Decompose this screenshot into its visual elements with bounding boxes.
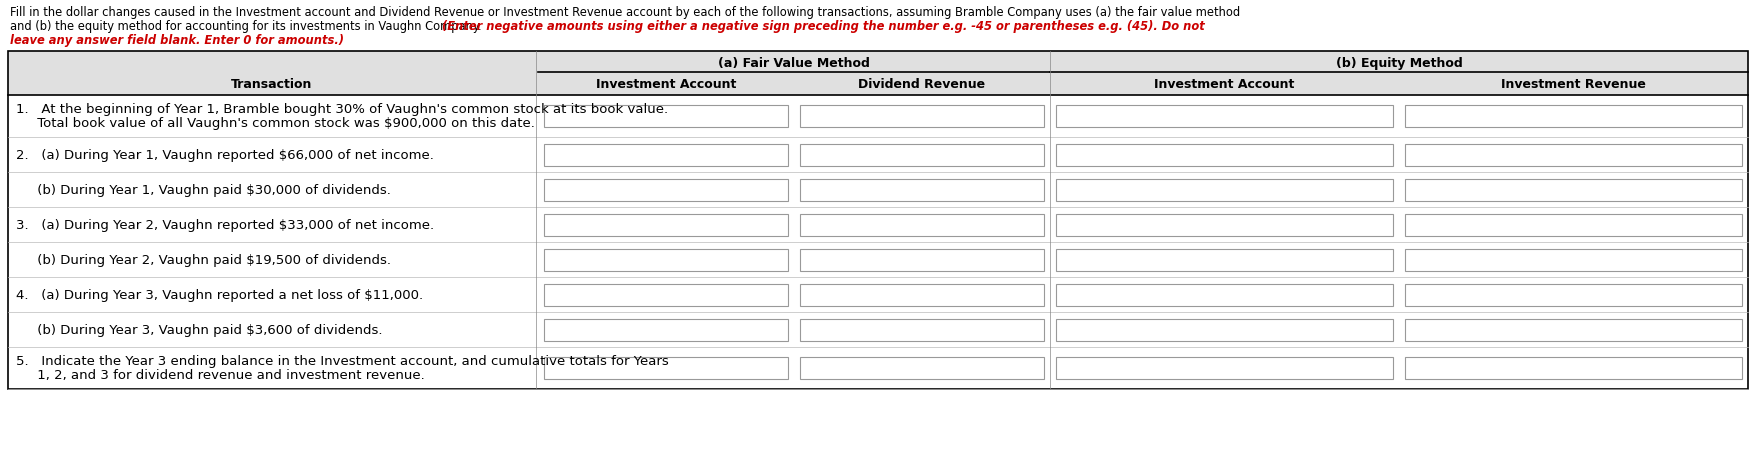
Text: Fill in the dollar changes caused in the Investment account and Dividend Revenue: Fill in the dollar changes caused in the…	[11, 6, 1240, 19]
FancyBboxPatch shape	[799, 144, 1044, 166]
FancyBboxPatch shape	[9, 243, 1748, 277]
Text: (b) During Year 2, Vaughn paid $19,500 of dividends.: (b) During Year 2, Vaughn paid $19,500 o…	[16, 253, 392, 266]
FancyBboxPatch shape	[9, 173, 1748, 207]
Text: Total book value of all Vaughn's common stock was $900,000 on this date.: Total book value of all Vaughn's common …	[16, 117, 534, 130]
FancyBboxPatch shape	[799, 319, 1044, 341]
FancyBboxPatch shape	[1056, 179, 1393, 201]
Text: Dividend Revenue: Dividend Revenue	[859, 78, 986, 91]
FancyBboxPatch shape	[545, 106, 787, 128]
Text: 1.   At the beginning of Year 1, Bramble bought 30% of Vaughn's common stock at : 1. At the beginning of Year 1, Bramble b…	[16, 103, 668, 116]
FancyBboxPatch shape	[1056, 106, 1393, 128]
Text: Investment Account: Investment Account	[1154, 78, 1295, 91]
FancyBboxPatch shape	[545, 144, 787, 166]
Text: 4.   (a) During Year 3, Vaughn reported a net loss of $11,000.: 4. (a) During Year 3, Vaughn reported a …	[16, 288, 423, 301]
FancyBboxPatch shape	[1406, 357, 1741, 379]
Text: Investment Revenue: Investment Revenue	[1500, 78, 1646, 91]
FancyBboxPatch shape	[1406, 249, 1741, 271]
FancyBboxPatch shape	[1056, 144, 1393, 166]
Text: 3.   (a) During Year 2, Vaughn reported $33,000 of net income.: 3. (a) During Year 2, Vaughn reported $3…	[16, 219, 434, 232]
FancyBboxPatch shape	[799, 284, 1044, 306]
FancyBboxPatch shape	[545, 357, 787, 379]
Text: (b) During Year 3, Vaughn paid $3,600 of dividends.: (b) During Year 3, Vaughn paid $3,600 of…	[16, 323, 383, 336]
FancyBboxPatch shape	[1406, 284, 1741, 306]
FancyBboxPatch shape	[9, 207, 1748, 243]
FancyBboxPatch shape	[545, 179, 787, 201]
FancyBboxPatch shape	[1406, 106, 1741, 128]
FancyBboxPatch shape	[799, 357, 1044, 379]
Text: (b) During Year 1, Vaughn paid $30,000 of dividends.: (b) During Year 1, Vaughn paid $30,000 o…	[16, 184, 390, 197]
FancyBboxPatch shape	[1406, 144, 1741, 166]
FancyBboxPatch shape	[1406, 319, 1741, 341]
Text: leave any answer field blank. Enter 0 for amounts.): leave any answer field blank. Enter 0 fo…	[11, 34, 344, 47]
FancyBboxPatch shape	[799, 179, 1044, 201]
FancyBboxPatch shape	[9, 277, 1748, 313]
FancyBboxPatch shape	[1056, 357, 1393, 379]
FancyBboxPatch shape	[1056, 284, 1393, 306]
FancyBboxPatch shape	[545, 284, 787, 306]
Text: (a) Fair Value Method: (a) Fair Value Method	[719, 56, 870, 69]
FancyBboxPatch shape	[1056, 249, 1393, 271]
FancyBboxPatch shape	[799, 249, 1044, 271]
FancyBboxPatch shape	[545, 319, 787, 341]
FancyBboxPatch shape	[545, 249, 787, 271]
Text: Investment Account: Investment Account	[596, 78, 736, 91]
Text: 5.   Indicate the Year 3 ending balance in the Investment account, and cumulativ: 5. Indicate the Year 3 ending balance in…	[16, 355, 669, 368]
FancyBboxPatch shape	[799, 106, 1044, 128]
Text: and (b) the equity method for accounting for its investments in Vaughn Company.: and (b) the equity method for accounting…	[11, 20, 485, 33]
FancyBboxPatch shape	[9, 52, 1748, 96]
FancyBboxPatch shape	[799, 214, 1044, 236]
FancyBboxPatch shape	[9, 138, 1748, 173]
Text: Transaction: Transaction	[232, 78, 313, 91]
FancyBboxPatch shape	[545, 214, 787, 236]
FancyBboxPatch shape	[9, 347, 1748, 389]
FancyBboxPatch shape	[1056, 319, 1393, 341]
FancyBboxPatch shape	[9, 313, 1748, 347]
Text: (b) Equity Method: (b) Equity Method	[1335, 56, 1462, 69]
FancyBboxPatch shape	[1406, 179, 1741, 201]
Text: (Enter negative amounts using either a negative sign preceding the number e.g. -: (Enter negative amounts using either a n…	[443, 20, 1205, 33]
FancyBboxPatch shape	[1406, 214, 1741, 236]
FancyBboxPatch shape	[9, 96, 1748, 138]
Text: 1, 2, and 3 for dividend revenue and investment revenue.: 1, 2, and 3 for dividend revenue and inv…	[16, 369, 425, 382]
Text: 2.   (a) During Year 1, Vaughn reported $66,000 of net income.: 2. (a) During Year 1, Vaughn reported $6…	[16, 149, 434, 162]
FancyBboxPatch shape	[1056, 214, 1393, 236]
